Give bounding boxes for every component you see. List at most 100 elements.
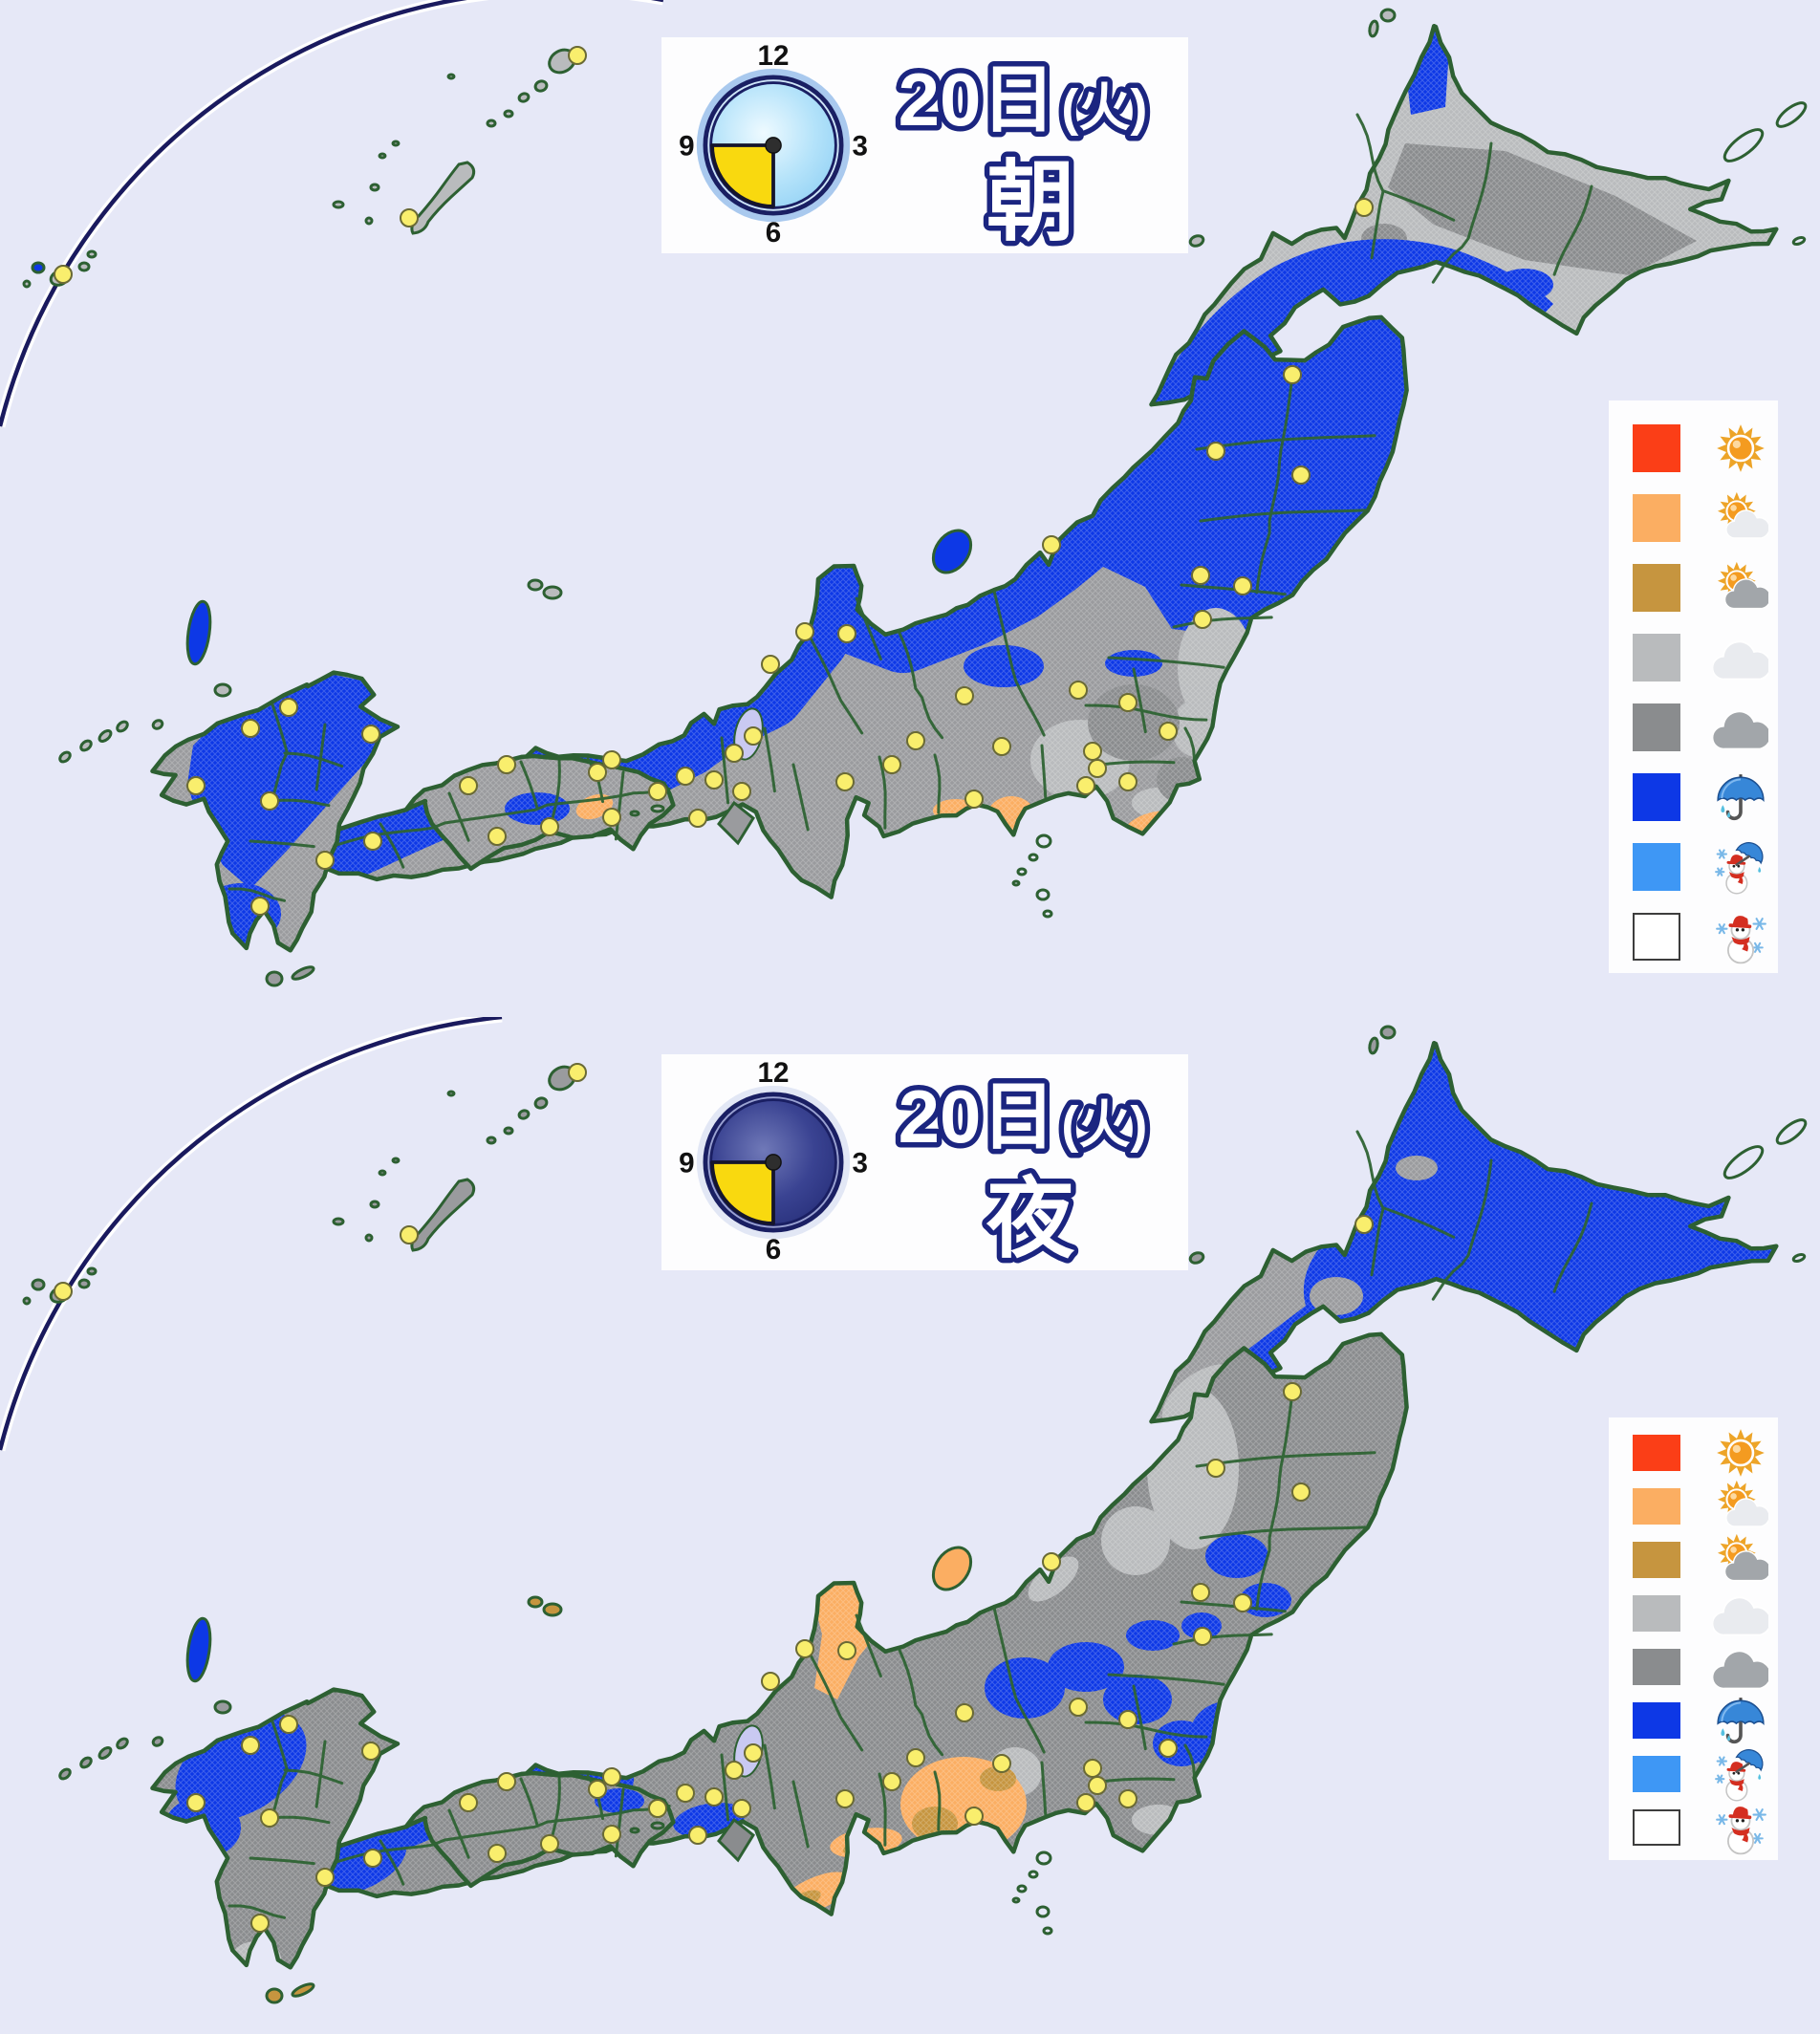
island-sakishima-3 [22, 279, 32, 289]
japan-map-night [0, 1017, 1820, 2034]
clock-icon-night: 12 3 6 9 [673, 1057, 874, 1266]
island-oki-1 [527, 1595, 544, 1609]
island-ne-island-2 [1775, 101, 1808, 128]
city-marker [1291, 1482, 1311, 1502]
sun-behind-light-cloud-icon [1713, 1479, 1768, 1534]
light-cloud-icon [1713, 630, 1768, 685]
time-header-night: 12 3 6 9 20日 (火) 夜 [661, 1054, 1188, 1270]
weather-legend-morning [1609, 400, 1778, 973]
island-hirado [151, 1736, 164, 1747]
island-ne-island-2 [1775, 1118, 1808, 1145]
city-marker [540, 817, 559, 836]
city-marker [1206, 442, 1225, 461]
clock-numeral-3: 3 [852, 131, 867, 162]
city-marker [54, 1282, 73, 1301]
island-sado [931, 1546, 973, 1591]
city-marker [992, 737, 1011, 756]
light-cloud-icon [1713, 1586, 1768, 1641]
island-izu-6 [1042, 909, 1053, 919]
city-marker [279, 1715, 298, 1734]
city-marker [250, 1914, 270, 1933]
city-marker [964, 790, 984, 809]
date-label: 20日 (火) [899, 57, 1148, 141]
island-sakishima-2 [77, 261, 91, 272]
clock-numeral-9: 9 [679, 131, 694, 162]
island-hirado [151, 719, 164, 730]
clock-icon-morning: 12 3 6 9 [673, 40, 874, 249]
island-okinawa-islet-2 [332, 1217, 345, 1226]
island-ne-island-1 [1722, 1145, 1765, 1179]
clock-numeral-3: 3 [852, 1148, 867, 1179]
island-rebun [1368, 1036, 1379, 1055]
island-rebun [1368, 19, 1379, 38]
island-seto-islet [629, 810, 640, 817]
island-oki-2 [542, 1602, 563, 1617]
city-marker [744, 1743, 763, 1763]
city-marker [1042, 1552, 1061, 1571]
sun-icon [1713, 1425, 1768, 1481]
island-amami-4 [503, 1126, 514, 1136]
city-marker [260, 791, 279, 811]
city-marker [955, 1703, 974, 1722]
panel-morning: 12 3 6 9 20日 (火) 朝 [0, 0, 1808, 987]
legend-row-sunny [1609, 413, 1778, 483]
city-marker [835, 1789, 855, 1808]
legend-row-sunny [1609, 1426, 1778, 1480]
island-oki-1 [527, 578, 544, 592]
city-marker [1118, 693, 1138, 712]
legend-row-cloud_light [1609, 622, 1778, 692]
period-label: 朝 [986, 154, 1074, 251]
prefecture-borders [228, 113, 1593, 902]
city-marker [568, 1063, 587, 1082]
island-okinawa-islet-1 [369, 1200, 380, 1209]
sun-icon [1713, 421, 1768, 476]
city-marker [761, 655, 780, 674]
clock-face: 12 3 6 9 [679, 1057, 868, 1266]
range-arc-line [0, 0, 663, 428]
island-okinawa-main [410, 1178, 476, 1252]
city-marker [1118, 772, 1138, 791]
island-amami-6 [446, 1090, 456, 1097]
island-goto-1 [116, 720, 129, 733]
legend-color-swatch-cloud_dark [1633, 703, 1680, 751]
island-goto-4 [58, 1767, 72, 1781]
legend-color-swatch-snow [1633, 1809, 1680, 1846]
city-marker [186, 776, 206, 795]
date-label: 20日 (火) [899, 1074, 1148, 1158]
legend-color-swatch-snow [1633, 912, 1680, 961]
legend-row-snow [1609, 1801, 1778, 1855]
city-marker [54, 265, 73, 284]
city-marker [676, 1784, 695, 1803]
city-markers [54, 46, 1374, 916]
island-miyako [86, 249, 98, 259]
island-goto-2 [98, 1746, 113, 1760]
island-okinawa-islet-1 [369, 183, 380, 192]
island-iki [213, 682, 232, 698]
time-header-morning: 12 3 6 9 20日 (火) 朝 [661, 37, 1188, 253]
legend-row-rain [1609, 762, 1778, 832]
legend-color-swatch-sunny [1633, 1435, 1680, 1471]
city-marker [602, 808, 621, 827]
city-marker [250, 897, 270, 916]
clock-face: 12 3 6 9 [679, 40, 868, 249]
island-sakishima-3 [22, 1296, 32, 1306]
city-marker [882, 755, 901, 774]
legend-color-swatch-sunny_cloud [1633, 1542, 1680, 1578]
island-izu-oshima [1035, 1850, 1052, 1866]
island-tanegashima [291, 1982, 315, 1998]
city-marker [1354, 1215, 1374, 1234]
city-marker [795, 622, 814, 641]
city-marker [1191, 1583, 1210, 1602]
city-marker [459, 1793, 478, 1812]
city-marker [964, 1807, 984, 1826]
city-marker [315, 851, 335, 870]
city-marker [992, 1754, 1011, 1773]
clock-numeral-6: 6 [766, 1234, 781, 1263]
city-marker [588, 763, 607, 782]
city-marker [1206, 1459, 1225, 1478]
city-marker [648, 782, 667, 801]
legend-row-sunny_cloud [1609, 1533, 1778, 1587]
dark-cloud-icon [1713, 1639, 1768, 1695]
island-izu-5 [1035, 888, 1051, 901]
